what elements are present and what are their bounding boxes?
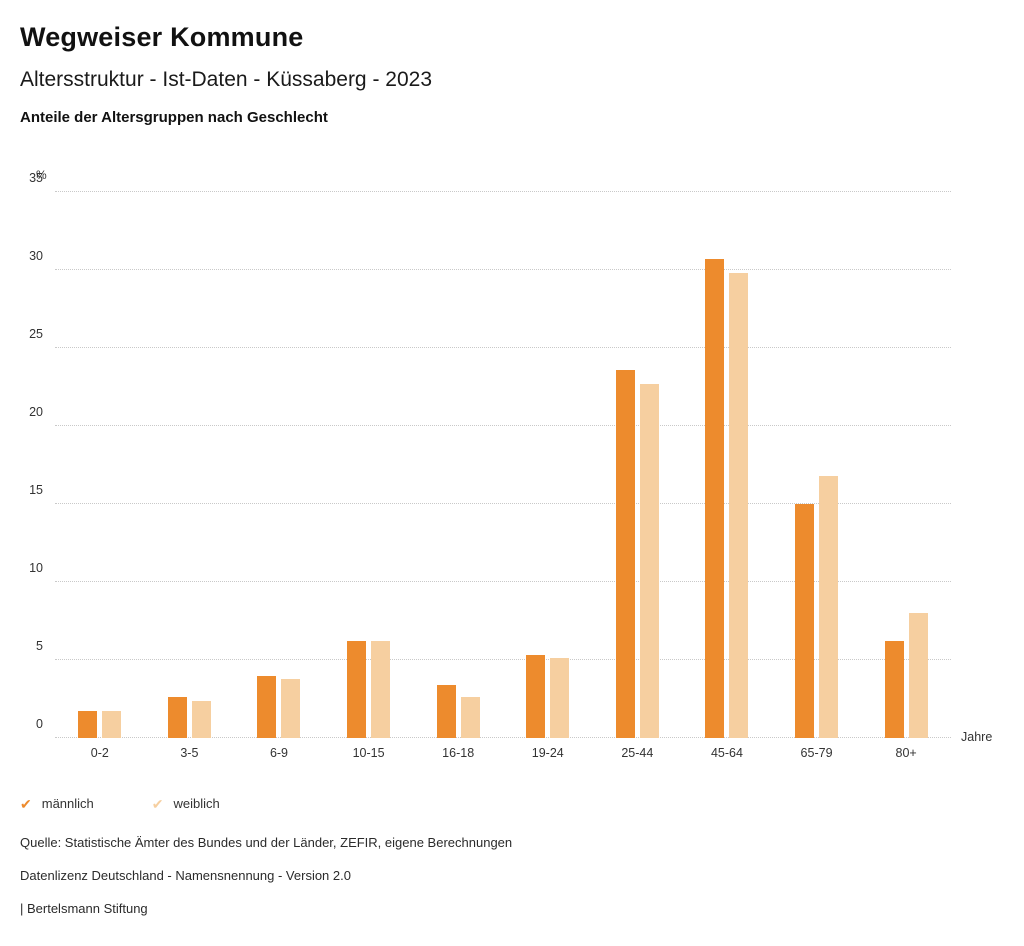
x-tick-label: 80+ [895,746,917,760]
chart-area: Jahre 0 5 10 15 20 25 30 35 0-2 3-5 6-9 10-15 16-18… [29,171,1004,760]
x-tick-label: 6-9 [269,746,289,760]
bars-layer [55,192,951,738]
bar-weiblich [819,475,839,738]
x-tick-label: 65-79 [800,746,833,760]
bar-group [861,192,951,738]
bar-group [324,192,414,738]
x-tick-label: 16-18 [442,746,475,760]
footer: Quelle: Statistische Ämter des Bundes un… [20,835,1004,916]
y-tick-label: 15 [29,483,43,497]
bar-group [593,192,683,738]
x-axis-labels: 0-2 3-5 6-9 10-15 16-18 19-24 25-44 45-64 65-79 8… [55,746,951,760]
x-tick-label: 10-15 [352,746,385,760]
bar-weiblich [191,700,211,738]
bar-maennlich [526,655,546,738]
bar-maennlich [167,697,187,738]
bar-group [413,192,503,738]
check-icon: ✔ [151,795,164,812]
bar-weiblich [102,711,122,738]
x-tick-label: 3-5 [180,746,199,760]
legend-item-maennlich[interactable]: ✔ männlich [20,796,94,811]
bar-group [682,192,772,738]
gridline [55,425,951,426]
bar-maennlich [436,684,456,738]
bar-weiblich [281,678,301,738]
bar-group [234,192,324,738]
bar-group [503,192,593,738]
source-text: Quelle: Statistische Ämter des Bundes un… [20,835,513,850]
bar-group [55,192,145,738]
gridline [55,347,951,348]
x-tick-label: 25-44 [621,746,654,760]
y-tick-label: 30 [29,249,43,263]
check-icon: ✔ [20,795,32,812]
y-tick-label: 35 [29,171,43,185]
bar-maennlich [78,711,98,738]
chart-subtitle: Altersstruktur - Ist-Daten - Küssaberg -… [20,68,432,91]
legend-label: männlich [41,796,94,811]
bar-weiblich [371,641,391,738]
legend-item-weiblich[interactable]: ✔ weiblich [152,796,220,811]
x-tick-label: 45-64 [710,746,743,760]
bar-group [145,192,235,738]
bar-maennlich [795,504,815,738]
legend-label: weiblich [173,796,220,811]
bar-weiblich [550,658,570,738]
gridline [55,737,951,738]
x-tick-label: 19-24 [531,746,564,760]
gridline [55,581,951,582]
page-title: Wegweiser Kommune [20,22,304,52]
y-tick-label: 10 [29,561,43,575]
gridline [55,659,951,660]
bar-weiblich [639,383,659,738]
x-tick-label: 0-2 [90,746,109,760]
y-axis-unit-label: % [36,168,47,182]
bar-group [772,192,862,738]
bar-maennlich [705,259,725,738]
chart-heading: Anteile der Altersgruppen nach Geschlech… [20,109,328,126]
gridline [55,191,951,192]
bar-weiblich [729,273,749,738]
chart-legend: ✔ männlich ✔ weiblich [20,796,1004,811]
plot-area: Jahre 0 5 10 15 20 25 30 35 [29,171,992,744]
attribution-text: | Bertelsmann Stiftung [20,901,148,916]
bar-maennlich [615,369,635,738]
license-text: Datenlizenz Deutschland - Namensnennung … [20,868,351,883]
bar-weiblich [908,613,928,738]
bar-maennlich [884,641,904,738]
gridline [55,269,951,270]
bar-maennlich [347,641,367,738]
y-tick-label: 20 [29,405,43,419]
bar-maennlich [257,675,277,738]
x-axis-unit-label: Jahre [961,730,993,744]
y-tick-label: 0 [36,717,43,731]
y-tick-label: 5 [36,639,43,653]
gridline [55,503,951,504]
bar-weiblich [460,697,480,738]
y-tick-label: 25 [29,327,43,341]
